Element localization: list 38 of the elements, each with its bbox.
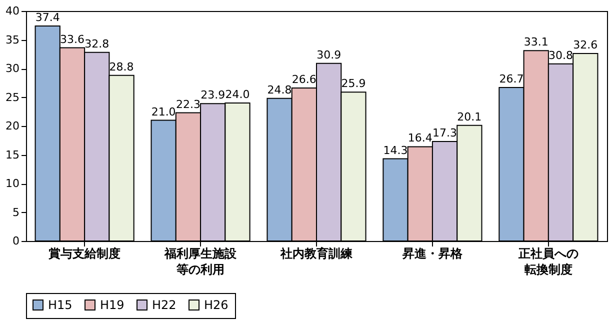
data-label: 17.3 [432,126,458,140]
data-label: 30.8 [548,48,574,62]
y-tick-label: 5 [12,206,20,219]
data-label: 32.6 [573,38,598,52]
data-label: 26.7 [499,72,524,86]
data-label: 32.8 [84,37,110,50]
data-label: 33.1 [524,36,548,49]
data-label: 26.6 [292,73,316,86]
legend-label: H22 [152,298,176,312]
x-tick-label: 社内教育訓練 [280,246,354,260]
legend-label: H15 [48,298,72,312]
x-tick-label: 昇進・昇格 [401,246,464,260]
x-tick-label: 賞与支給制度 [48,246,121,260]
legend-label: H26 [204,298,228,312]
data-label: 21.0 [151,105,176,118]
data-label: 33.6 [60,32,84,46]
data-label: 24.8 [267,83,292,96]
data-label: 28.8 [109,60,134,74]
data-label: 24.0 [225,88,250,101]
y-tick-label: 15 [6,148,20,162]
data-label: 23.9 [200,88,226,102]
y-tick-label: 20 [6,120,20,132]
x-tick-label: 正社員への転換制度 [517,246,578,276]
y-tick-label: 40 [6,4,20,18]
y-tick-label: 35 [6,33,20,46]
legend-label: H19 [100,298,124,312]
y-tick-label: 25 [6,90,20,104]
data-label: 22.3 [176,98,200,111]
y-tick-label: 30 [6,62,20,75]
data-label: 14.3 [383,144,408,157]
y-tick-label: 10 [6,177,20,190]
data-label: 16.4 [408,132,432,145]
data-label: 25.9 [341,77,366,90]
data-label: 37.4 [35,10,60,24]
x-tick-label: 福利厚生施設等の利用 [164,246,238,276]
y-tick-label: 0 [12,234,20,248]
data-label: 30.9 [316,48,342,62]
data-label: 20.1 [457,110,482,124]
